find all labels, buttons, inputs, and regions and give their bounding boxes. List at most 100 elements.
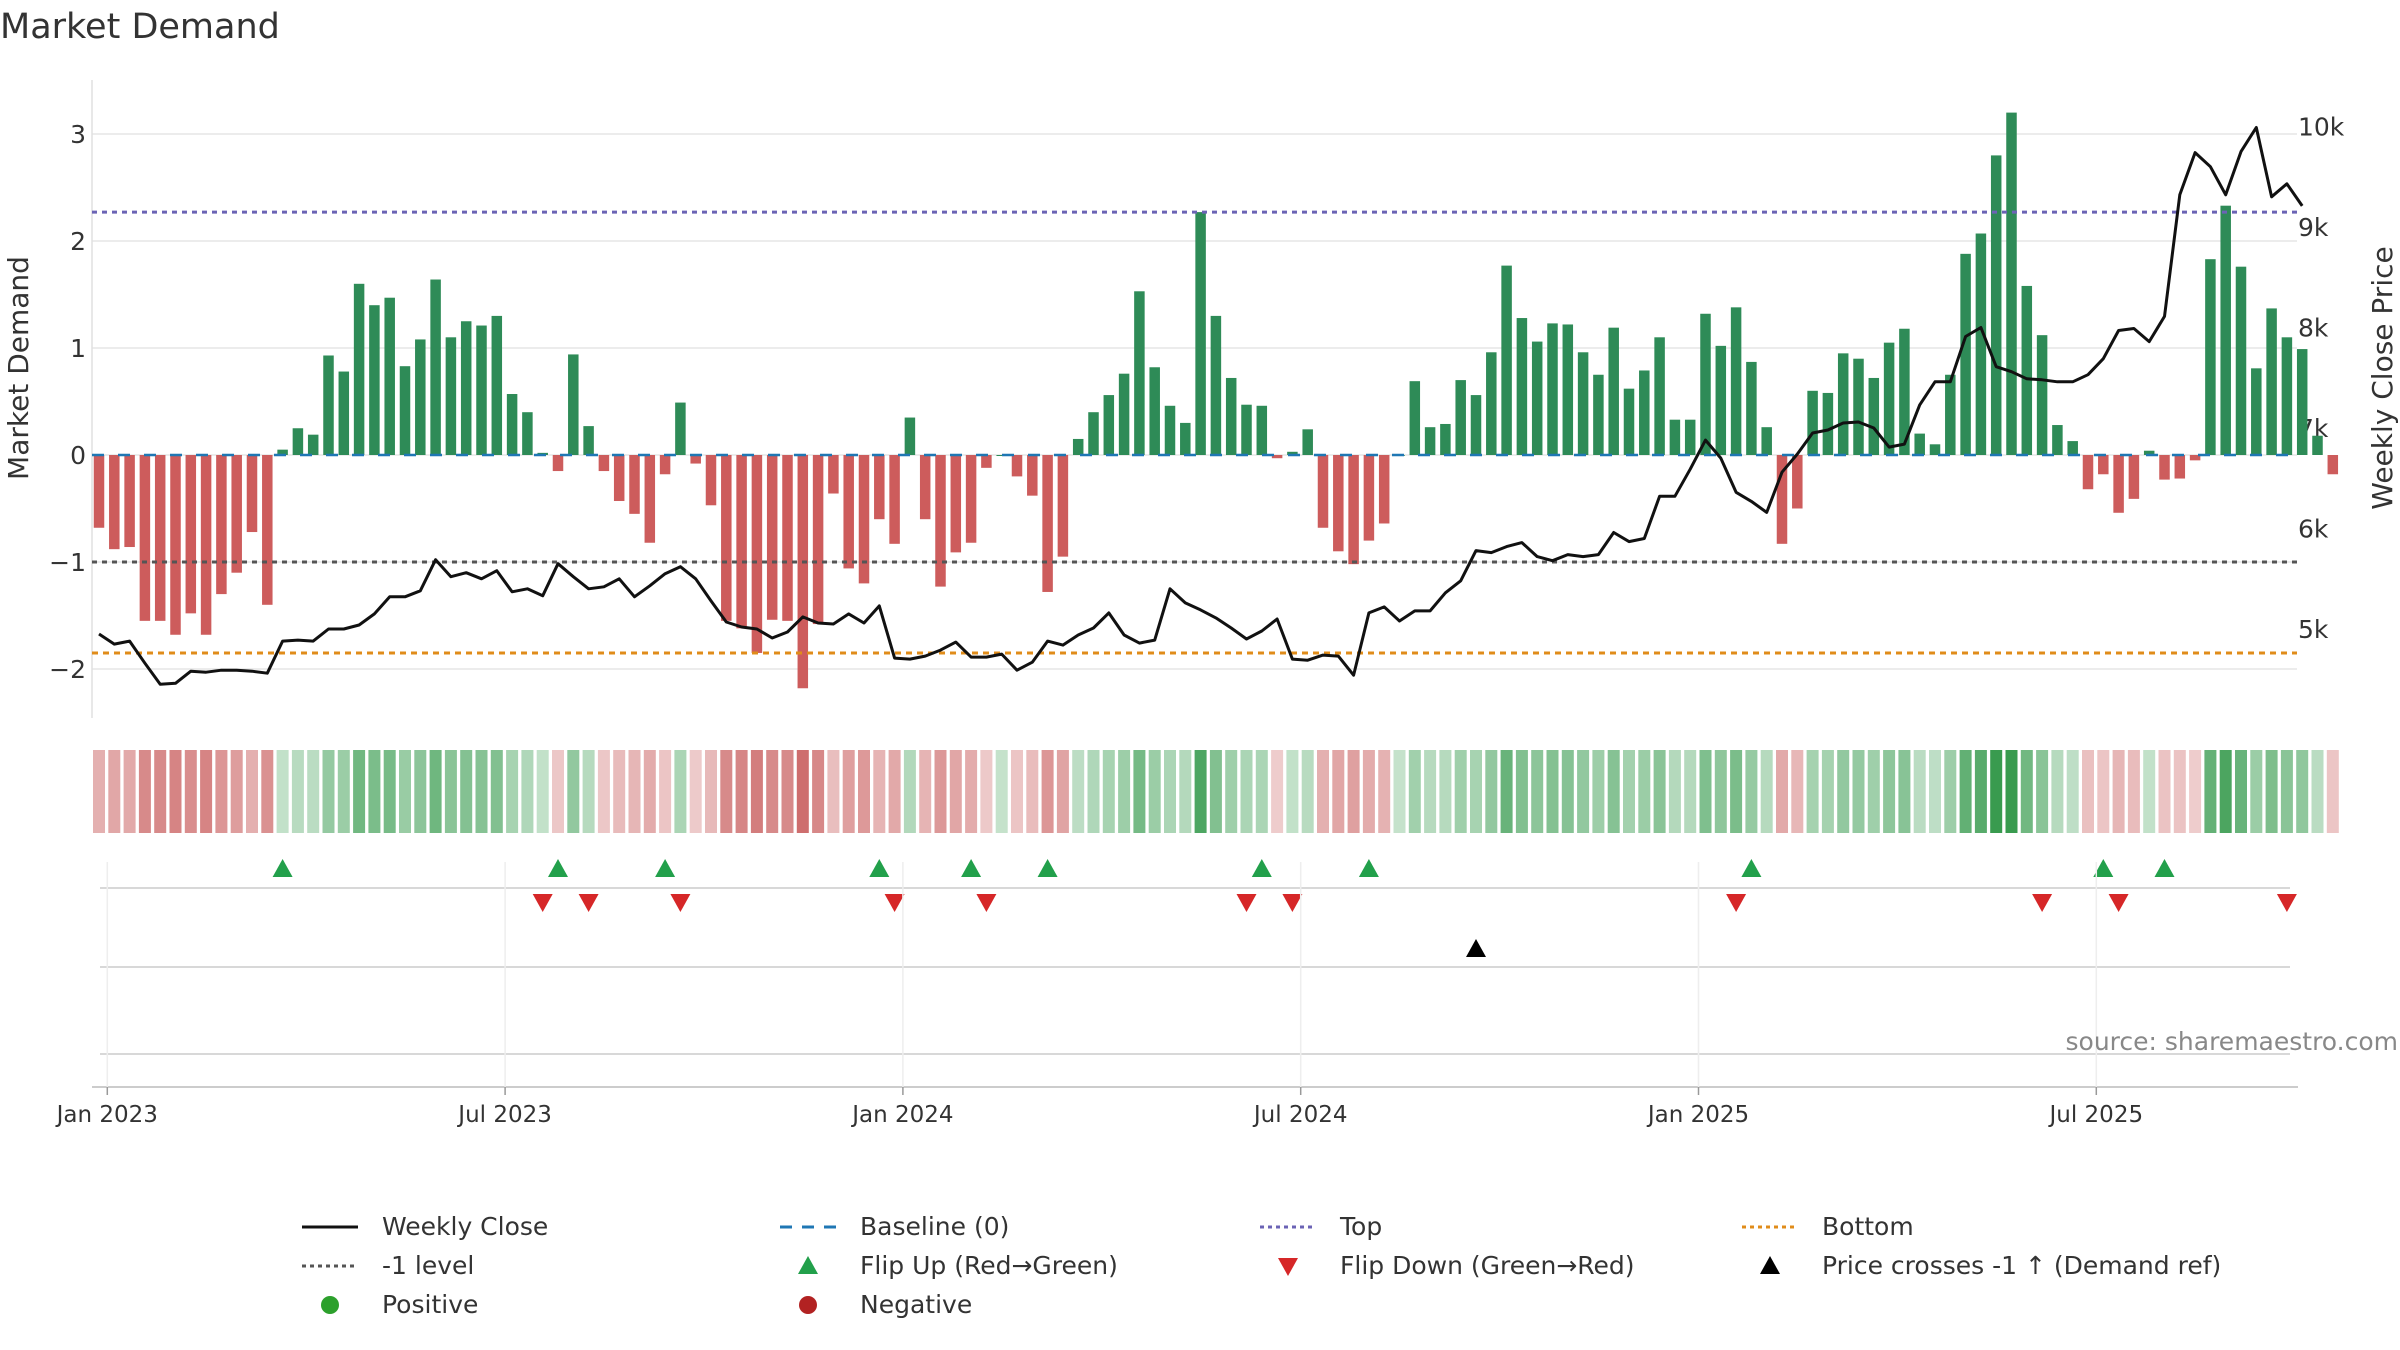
y-tick-label: 0 (70, 441, 86, 470)
demand-bar (736, 455, 747, 629)
heat-cell (475, 750, 488, 833)
heat-cell (934, 750, 947, 833)
heat-cell (1531, 750, 1544, 833)
demand-bar (598, 455, 610, 472)
demand-bar (1271, 455, 1283, 459)
demand-bar (154, 455, 166, 621)
heat-cell (93, 750, 105, 833)
demand-bar (384, 297, 395, 455)
demand-bar (1883, 342, 1895, 455)
heat-cell (1653, 750, 1666, 833)
heat-cell (552, 750, 564, 833)
heat-cell (812, 750, 825, 833)
demand-bar (277, 449, 288, 455)
heat-cell (1515, 750, 1528, 833)
y-axis-label-left: Market Demand (2, 256, 35, 480)
demand-bar (797, 455, 809, 689)
heat-cell (1638, 750, 1651, 833)
heat-cell (858, 750, 870, 833)
demand-bar (721, 455, 732, 621)
demand-bar (2021, 285, 2033, 455)
legend-symbol (798, 1255, 818, 1274)
legend-symbol (302, 1225, 358, 1228)
demand-bar (751, 455, 763, 653)
legend-dot-icon (321, 1295, 339, 1314)
demand-bar (1241, 404, 1252, 455)
heat-cell (246, 750, 258, 833)
legend-triangle-up-icon (798, 1255, 818, 1274)
heat-strip (93, 750, 2339, 833)
heat-cell (2173, 750, 2186, 833)
heat-cell (1929, 750, 1941, 833)
heat-cell (2280, 750, 2293, 833)
heat-cell (1470, 750, 1482, 833)
demand-bar (1011, 455, 1023, 477)
heat-cell (1317, 750, 1329, 833)
heat-cell (567, 750, 580, 833)
demand-bar (2159, 455, 2170, 480)
legend-triangle-down-icon (1278, 1257, 1298, 1276)
y2-tick-label: 8k (2298, 314, 2329, 343)
demand-bar (1792, 455, 1803, 509)
demand-bar (766, 455, 778, 620)
flip-down-marker (2108, 894, 2129, 912)
demand-bar (1103, 395, 1115, 455)
demand-bar (1440, 423, 1451, 455)
demand-bar (2052, 425, 2063, 455)
demand-bar (1455, 380, 1466, 455)
legend-symbol (1278, 1257, 1298, 1276)
heat-cell (1668, 750, 1681, 833)
demand-bar (2266, 308, 2277, 455)
legend-label: -1 level (382, 1251, 475, 1280)
heat-cell (1760, 750, 1773, 833)
demand-bar (1088, 412, 1099, 455)
flip-up-marker (655, 859, 676, 877)
demand-bar (1256, 405, 1268, 455)
legend-symbol (321, 1295, 339, 1314)
y-axis-label-right: Weekly Close Price (2366, 246, 2399, 509)
demand-bar (1501, 265, 1512, 455)
demand-bar (124, 455, 135, 548)
demand-bar (1577, 352, 1589, 455)
demand-bar (874, 455, 885, 520)
legend-item: Flip Down (Green→Red) (1258, 1251, 1635, 1280)
flip-up-marker (1741, 859, 1762, 877)
demand-bar (1639, 370, 1650, 455)
demand-bar (2067, 441, 2078, 455)
heat-cell (735, 750, 748, 833)
demand-bar (1057, 455, 1069, 557)
heat-cell (1072, 750, 1085, 833)
demand-bar (1531, 341, 1543, 455)
legend-symbol (1260, 1225, 1316, 1228)
heat-cell (1286, 750, 1299, 833)
heat-cell (337, 750, 350, 833)
heat-cell (2204, 750, 2217, 833)
heat-cell (1745, 750, 1758, 833)
demand-bar (1225, 377, 1237, 455)
y2-tick-label: 5k (2298, 615, 2329, 644)
demand-bar (1945, 374, 1956, 455)
flip-down-marker (670, 894, 691, 912)
price-cross-marker (1466, 939, 1486, 957)
demand-bar (1776, 455, 1788, 544)
flip-up-marker (961, 859, 982, 877)
demand-bar (139, 455, 151, 621)
demand-bar (216, 455, 227, 595)
demand-bar (1608, 327, 1619, 455)
heat-cell (2112, 750, 2125, 833)
legend-symbol (780, 1225, 836, 1228)
heat-cell (1439, 750, 1452, 833)
demand-bar (843, 455, 854, 569)
heat-cell (215, 750, 228, 833)
x-tick-label: Jul 2025 (2047, 1102, 2143, 1128)
demand-bar (1684, 419, 1696, 455)
heat-cell (506, 750, 519, 833)
heat-cell (2296, 750, 2309, 833)
demand-bar (1027, 455, 1038, 496)
heat-cell (750, 750, 763, 833)
demand-bar (246, 455, 258, 533)
heat-cell (766, 750, 779, 833)
flip-up-marker (272, 859, 293, 877)
